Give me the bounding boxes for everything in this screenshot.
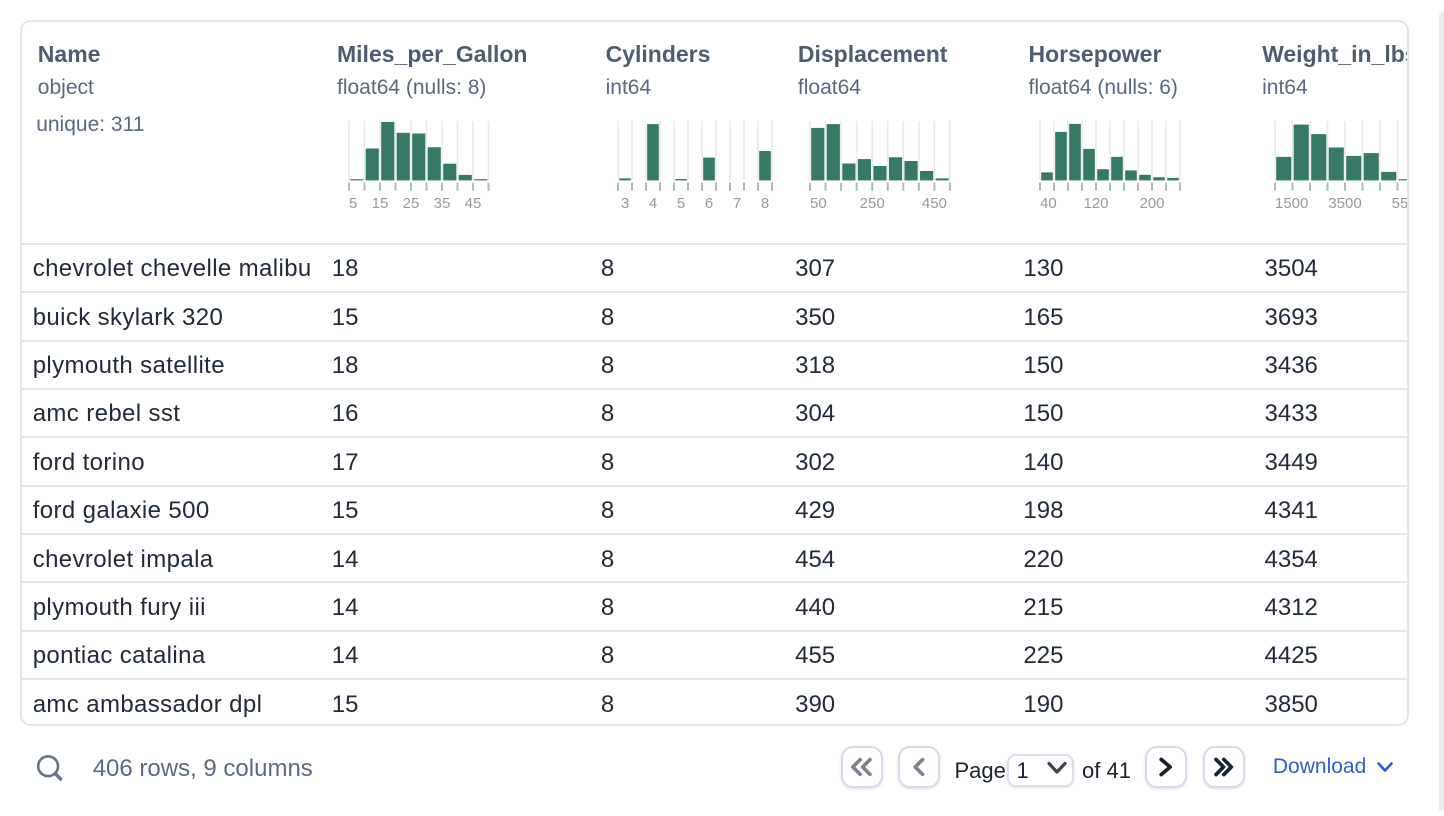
svg-text:6: 6 <box>704 195 712 212</box>
svg-text:7: 7 <box>732 195 740 212</box>
svg-text:4: 4 <box>648 195 656 212</box>
svg-text:45: 45 <box>464 195 481 212</box>
svg-text:3500: 3500 <box>1328 195 1361 212</box>
svg-text:450: 450 <box>922 195 947 212</box>
svg-text:40: 40 <box>1040 195 1057 212</box>
svg-text:35: 35 <box>433 195 450 212</box>
svg-text:3: 3 <box>620 195 628 212</box>
svg-text:250: 250 <box>860 195 885 212</box>
svg-text:120: 120 <box>1083 195 1108 212</box>
svg-text:1500: 1500 <box>1275 195 1308 212</box>
svg-text:50: 50 <box>810 195 827 212</box>
svg-text:8: 8 <box>760 195 768 212</box>
svg-text:5: 5 <box>349 195 357 212</box>
svg-text:5: 5 <box>676 195 684 212</box>
svg-text:200: 200 <box>1139 195 1164 212</box>
svg-text:15: 15 <box>371 195 388 212</box>
svg-text:5500: 5500 <box>1392 195 1409 212</box>
svg-text:25: 25 <box>402 195 419 212</box>
